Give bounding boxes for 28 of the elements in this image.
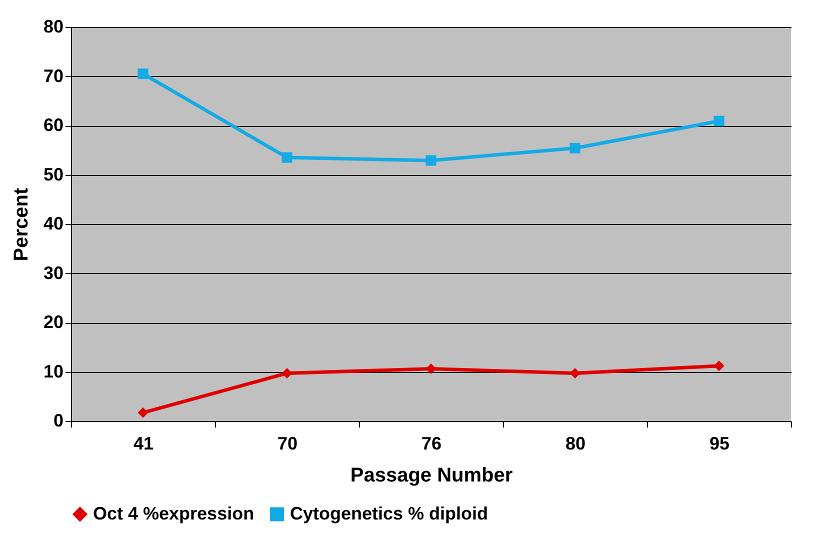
- point: [714, 116, 724, 126]
- legend-label: Oct 4 %expression: [93, 503, 254, 524]
- y-tick-label: 50: [43, 164, 64, 184]
- point: [282, 368, 292, 378]
- point: [714, 360, 724, 372]
- y-tick-label: 20: [43, 312, 64, 332]
- x-axis-title: Passage Number: [350, 464, 513, 486]
- x-tick-label: 80: [565, 434, 586, 454]
- y-axis-title: Percent: [10, 187, 32, 262]
- point: [426, 155, 436, 166]
- point: [138, 407, 148, 418]
- point: [570, 368, 580, 378]
- y-tick-label: 70: [43, 66, 64, 86]
- y-tick-label: 10: [43, 361, 64, 382]
- y-tick-label: 40: [43, 214, 64, 234]
- y-tick-label: 0: [53, 410, 64, 430]
- y-tick-label: 30: [43, 262, 64, 283]
- y-tick-label: 80: [43, 16, 64, 36]
- x-tick-label: 41: [133, 434, 154, 454]
- legend-label: Cytogenetics % diploid: [290, 503, 488, 524]
- point: [426, 364, 436, 374]
- x-tick-label: 95: [709, 434, 730, 454]
- point: [282, 152, 292, 163]
- y-tick-label: 60: [43, 115, 64, 135]
- point: [138, 68, 148, 80]
- point: [570, 142, 580, 154]
- x-tick-label: 76: [421, 434, 442, 454]
- x-tick-label: 70: [277, 434, 298, 454]
